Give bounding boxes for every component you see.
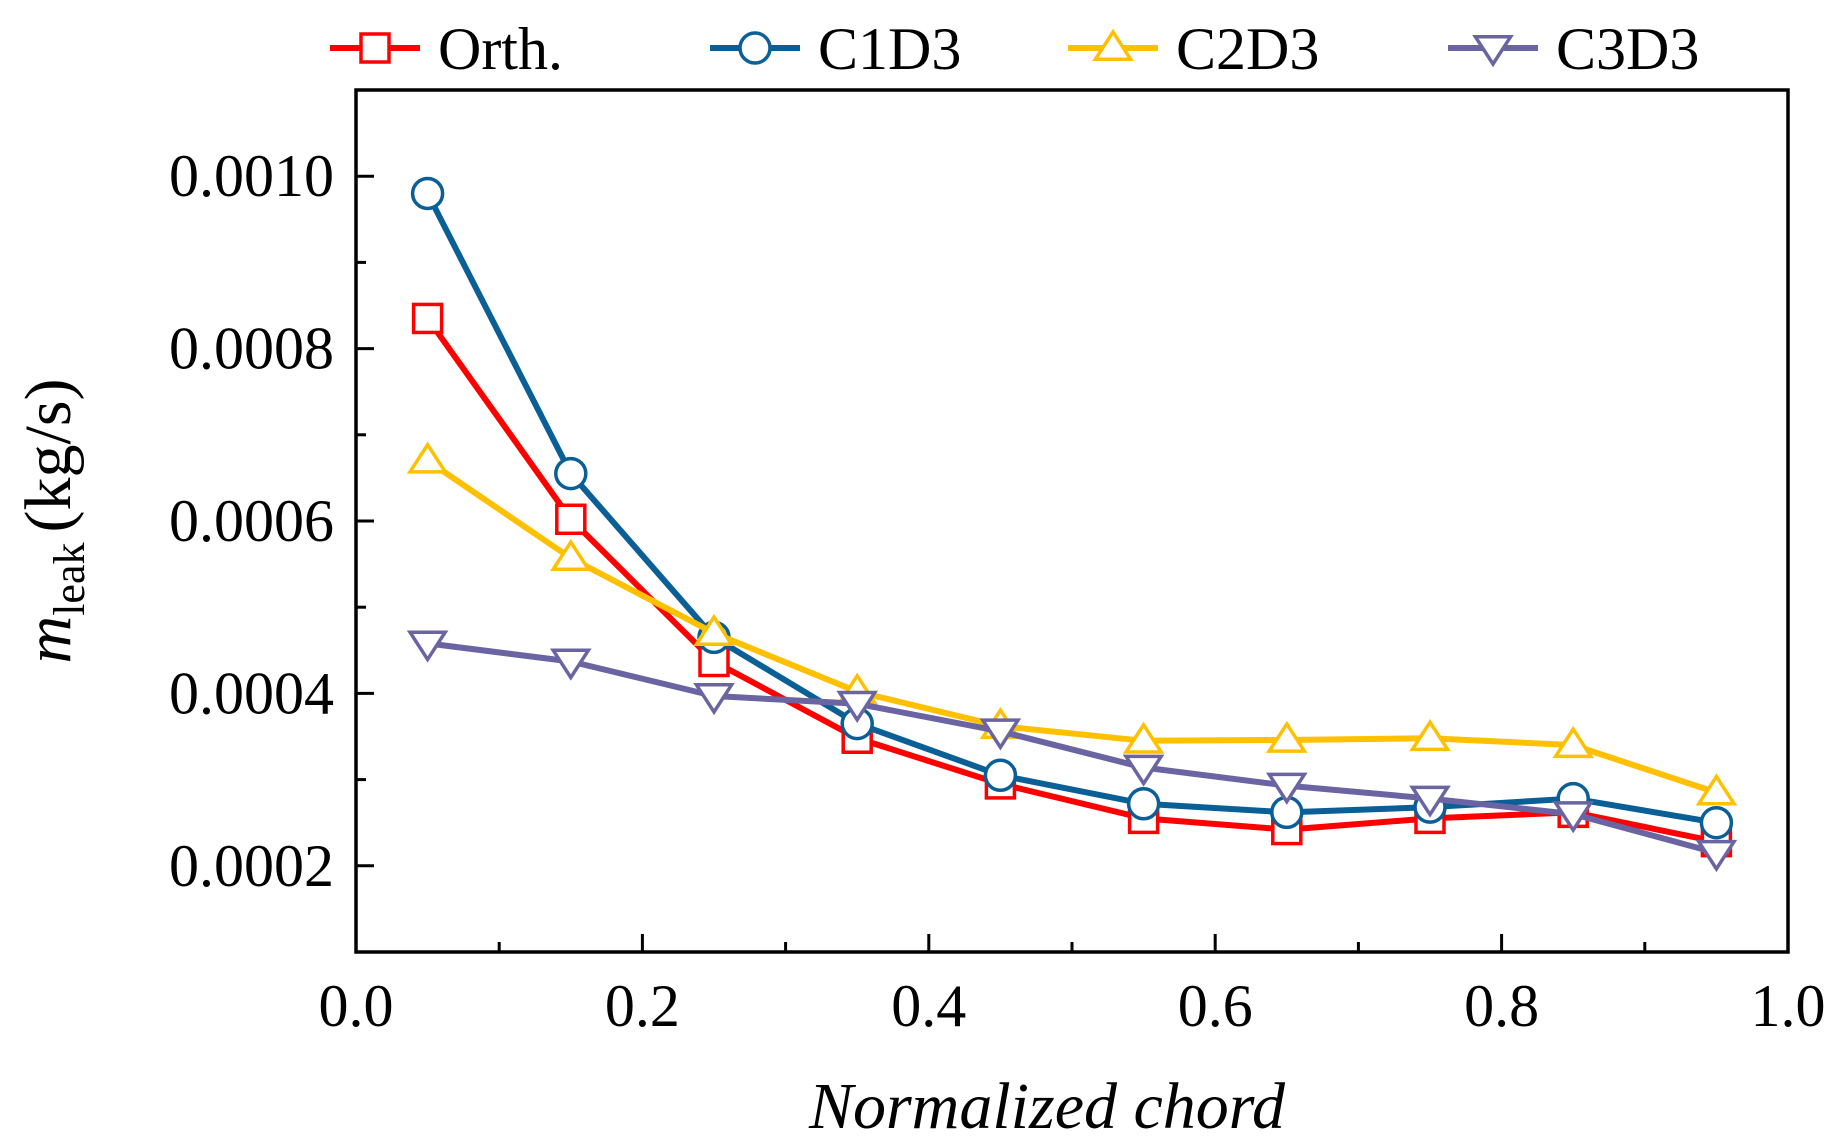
- y-tick-label: 0.0010: [169, 143, 334, 209]
- series-line: [425, 316, 1718, 845]
- y-axis-title-subscript: leak: [45, 543, 94, 616]
- data-point: [555, 503, 587, 536]
- y-axis-title: mleak (kg/s): [12, 379, 94, 664]
- data-point: [693, 683, 735, 716]
- x-tick-label: 0.0: [319, 973, 394, 1039]
- data-point: [1409, 785, 1451, 818]
- data-point: [1265, 772, 1308, 805]
- data-point: [1122, 721, 1165, 754]
- data-point: [693, 613, 735, 647]
- plot-marks: [406, 176, 1738, 873]
- x-tick-label: 0.6: [1178, 973, 1253, 1039]
- data-point: [1265, 720, 1308, 753]
- legend-label: C3D3: [1556, 16, 1699, 82]
- data-point: [554, 456, 588, 491]
- legend-marker: [359, 32, 391, 64]
- data-point: [406, 441, 449, 474]
- legend-label: C1D3: [818, 16, 961, 82]
- data-point: [549, 538, 592, 572]
- x-tick-label: 1.0: [1751, 973, 1826, 1039]
- data-point: [1699, 805, 1734, 840]
- y-tick-label: 0.0004: [169, 660, 334, 726]
- data-point: [1552, 725, 1595, 759]
- legend-marker: [1092, 28, 1134, 61]
- data-point: [1552, 801, 1595, 834]
- legend-label: Orth.: [438, 16, 563, 82]
- data-point: [1695, 839, 1738, 873]
- legend-label: C2D3: [1176, 16, 1319, 82]
- legend-marker: [1472, 35, 1514, 68]
- x-tick-label: 0.8: [1464, 973, 1539, 1039]
- y-axis-title-unit: (kg/s): [12, 379, 85, 533]
- y-tick-label: 0.0008: [169, 316, 334, 382]
- x-tick-label: 0.4: [891, 973, 966, 1039]
- data-point: [979, 718, 1022, 751]
- legend: Orth. C1D3 C2D3 C3D3: [330, 16, 1699, 82]
- data-point: [549, 648, 592, 681]
- data-point: [1122, 754, 1165, 787]
- data-point: [836, 690, 879, 723]
- data-point: [411, 302, 444, 335]
- x-axis-title: Normalized chord: [808, 1070, 1286, 1142]
- data-point: [406, 630, 449, 663]
- data-point: [410, 176, 445, 211]
- series-line: [424, 192, 1717, 826]
- series-line: [425, 458, 1718, 796]
- y-tick-label: 0.0006: [169, 488, 334, 554]
- axes: 0.0 0.2 0.4 0.6 0.8 1.0 0.0002 0.0004 0.0006 0.00…: [169, 88, 1826, 1039]
- data-point: [1409, 719, 1451, 752]
- data-point: [1695, 773, 1738, 806]
- x-tick-label: 0.2: [605, 973, 680, 1039]
- legend-marker: [738, 31, 772, 65]
- y-tick-label: 0.0002: [169, 833, 334, 899]
- y-axis-title-variable: m: [12, 616, 85, 664]
- data-point: [983, 758, 1018, 793]
- series-line: [427, 640, 1718, 856]
- data-point: [1126, 786, 1161, 821]
